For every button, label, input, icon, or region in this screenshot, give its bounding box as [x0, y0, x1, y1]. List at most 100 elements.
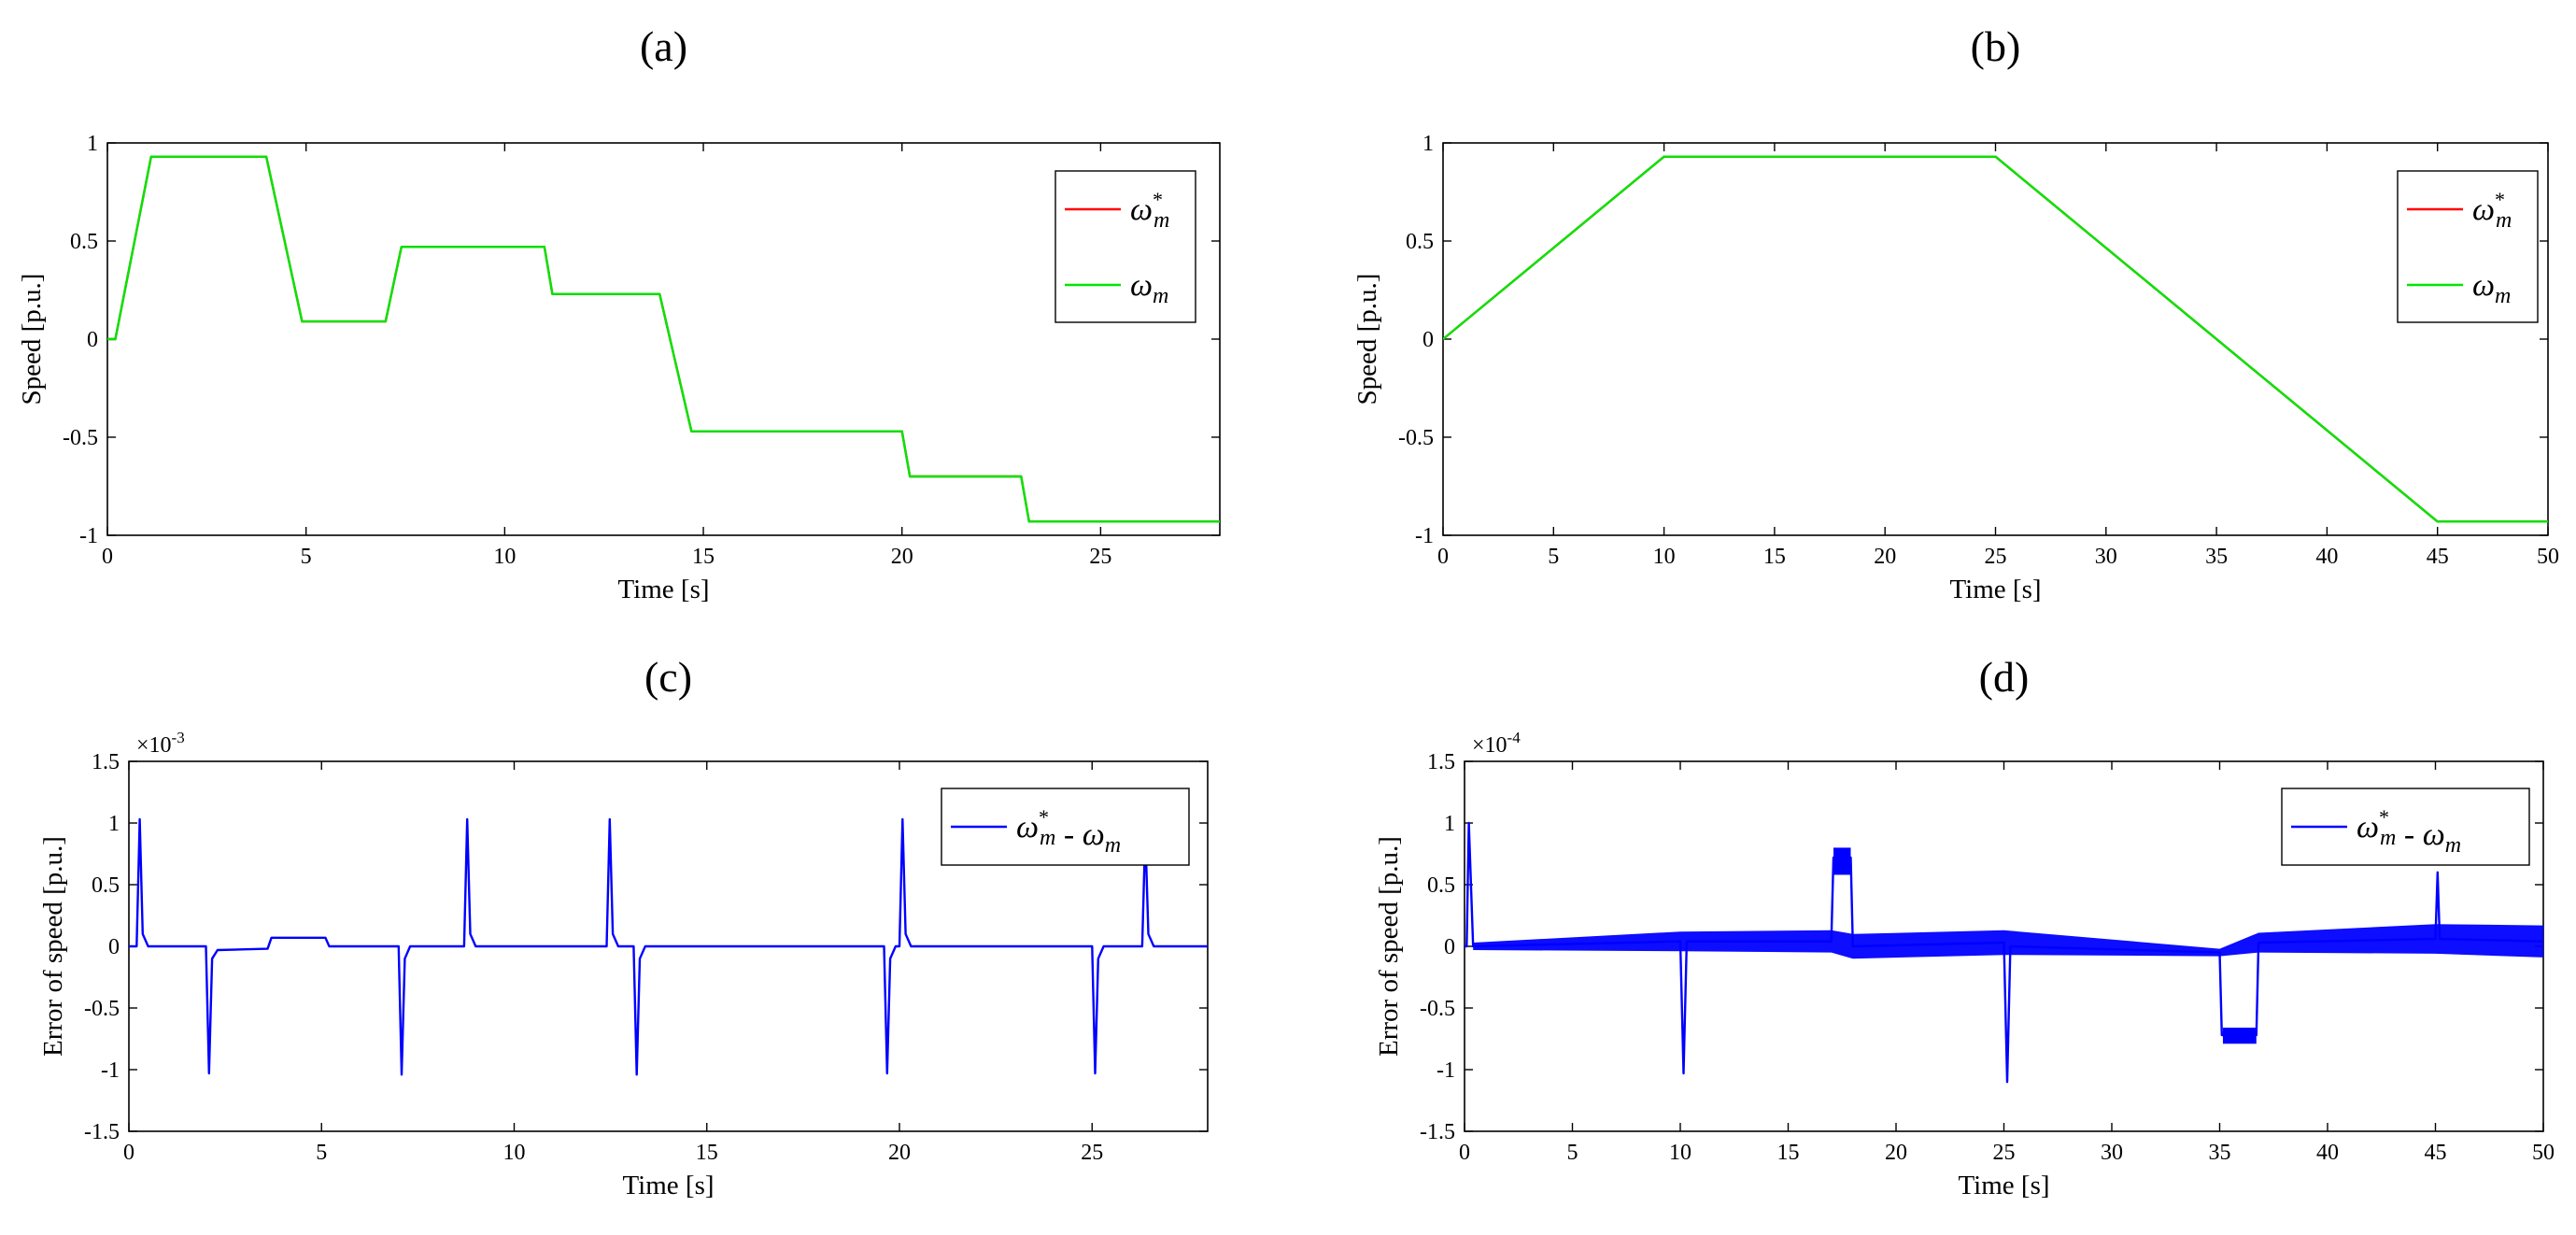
- x-axis-label: Time [s]: [617, 575, 709, 604]
- y-tick-label: 0.5: [1427, 873, 1455, 898]
- x-tick-label: 40: [2316, 1141, 2339, 1165]
- x-tick-label: 20: [1874, 545, 1896, 569]
- series-line-measured: [107, 155, 1220, 523]
- legend-label: ω* m: [2472, 188, 2512, 233]
- x-tick-label: 30: [2101, 1141, 2123, 1165]
- x-tick-label: 20: [1885, 1141, 1907, 1165]
- x-tick-label: 25: [1985, 545, 2007, 569]
- legend-label: ωm: [1130, 268, 1168, 308]
- x-axis-label: Time [s]: [1958, 1171, 2049, 1200]
- y-tick-label: 1.5: [1427, 750, 1455, 774]
- x-axis-label: Time [s]: [622, 1171, 714, 1200]
- y-axis-label: Error of speed [p.u.]: [38, 836, 68, 1057]
- y-exponent-label: ×10-3: [136, 729, 185, 758]
- panel-label: (b): [1971, 22, 2021, 70]
- x-tick-label: 50: [2537, 545, 2559, 569]
- legend: ω* m - ωm: [2281, 788, 2530, 866]
- series-line-measured: [129, 817, 1208, 1076]
- y-tick-label: -1.5: [1420, 1120, 1455, 1144]
- y-tick-label: 1: [108, 812, 120, 836]
- legend: ω* m - ωm: [941, 788, 1190, 866]
- y-axis-label: Error of speed [p.u.]: [1374, 836, 1404, 1057]
- series-group: [1465, 821, 2543, 1084]
- series-line-measured: [1465, 821, 2543, 1084]
- y-tick-label: 1: [1444, 812, 1455, 836]
- x-axis-label: Time [s]: [1949, 575, 2041, 604]
- legend: ω* m ωm: [1054, 170, 1196, 323]
- x-tick-label: 20: [888, 1141, 911, 1165]
- series-line-measured: [1443, 155, 2548, 523]
- y-tick-label: 0.5: [1406, 230, 1434, 254]
- y-tick-label: -0.5: [84, 997, 120, 1021]
- y-tick-label: 1: [1422, 132, 1434, 156]
- x-tick-label: 20: [891, 545, 913, 569]
- series-group: [1443, 155, 2548, 523]
- x-tick-label: 0: [123, 1141, 134, 1165]
- y-tick-label: 1: [87, 132, 98, 156]
- x-tick-label: 15: [1777, 1141, 1800, 1165]
- x-tick-label: 15: [1763, 545, 1786, 569]
- y-tick-label: -0.5: [63, 426, 98, 450]
- y-axis-label: Speed [p.u.]: [17, 274, 47, 405]
- y-tick-label: -1.5: [84, 1120, 120, 1144]
- x-tick-label: 10: [1669, 1141, 1691, 1165]
- y-tick-label: -0.5: [1398, 426, 1434, 450]
- legend-label: ωm: [2472, 268, 2511, 308]
- x-tick-label: 5: [301, 545, 312, 569]
- panel-label: (d): [1979, 653, 2030, 701]
- series-line-reference: [1443, 155, 2548, 523]
- y-tick-label: 1.5: [92, 750, 120, 774]
- legend-label: ω* m - ωm: [2357, 805, 2461, 858]
- y-tick-label: 0: [1422, 328, 1434, 352]
- y-axis-label: Speed [p.u.]: [1352, 274, 1382, 405]
- y-exponent-label: ×10-4: [1472, 729, 1521, 758]
- x-tick-label: 15: [692, 545, 715, 569]
- x-tick-label: 10: [503, 1141, 526, 1165]
- y-tick-label: -1: [1415, 524, 1434, 548]
- x-tick-label: 45: [2427, 545, 2449, 569]
- y-tick-label: -0.5: [1420, 997, 1455, 1021]
- x-tick-label: 10: [493, 545, 516, 569]
- legend-box: [1054, 170, 1196, 323]
- x-tick-label: 10: [1653, 545, 1676, 569]
- x-tick-label: 35: [2205, 545, 2228, 569]
- series-line-reference: [107, 155, 1220, 523]
- x-tick-label: 25: [1089, 545, 1111, 569]
- x-tick-label: 30: [2095, 545, 2117, 569]
- panel-label: (a): [640, 22, 687, 70]
- x-tick-label: 5: [1548, 545, 1559, 569]
- y-tick-label: 0.5: [70, 230, 98, 254]
- x-tick-label: 0: [1459, 1141, 1470, 1165]
- x-tick-label: 0: [102, 545, 113, 569]
- x-tick-label: 0: [1437, 545, 1449, 569]
- legend-label: ω* m: [1130, 188, 1169, 233]
- x-tick-label: 25: [1081, 1141, 1103, 1165]
- series-group: [107, 155, 1220, 523]
- legend: ω* m ωm: [2397, 170, 2539, 323]
- x-tick-label: 50: [2532, 1141, 2555, 1165]
- chart-panel-a: (a) 0 5 10 15 20 25 -1 -0.5 0 0.5 1 Time [s] Speed [p…: [17, 22, 1221, 604]
- y-tick-label: -1: [79, 524, 98, 548]
- x-tick-label: 45: [2425, 1141, 2447, 1165]
- plot-area: [106, 142, 1221, 536]
- y-tick-label: -1: [101, 1058, 120, 1083]
- y-tick-label: -1: [1437, 1058, 1455, 1083]
- x-tick-label: 40: [2315, 545, 2338, 569]
- x-tick-label: 15: [696, 1141, 718, 1165]
- y-tick-label: 0: [108, 935, 120, 959]
- x-tick-label: 35: [2209, 1141, 2231, 1165]
- legend-box: [2397, 170, 2539, 323]
- chart-panel-d: (d) 0 5 10 15 20 25 30 35 40 45 50 -1.5 -1 -0.5 0 0.5 1 1.…: [1374, 653, 2555, 1200]
- legend-label: ω* m - ωm: [1016, 805, 1121, 858]
- noise-plateau-upper: [1833, 847, 1851, 875]
- chart-panel-b: (b) 0 5 10 15 20 25 30 35 40 45 50 -1 -0.5 0 0.5 1 Time […: [1352, 22, 2559, 604]
- panel-label: (c): [644, 653, 692, 701]
- x-tick-label: 5: [1567, 1141, 1578, 1165]
- y-tick-label: 0.5: [92, 873, 120, 898]
- chart-panel-c: (c) 0 5 10 15 20 25 -1.5 -1 -0.5 0 0.5 1 1.5 Time [s] E…: [38, 653, 1209, 1200]
- x-tick-label: 25: [1993, 1141, 2016, 1165]
- y-tick-label: 0: [87, 328, 98, 352]
- noise-band: [1473, 924, 2543, 959]
- x-tick-label: 5: [316, 1141, 327, 1165]
